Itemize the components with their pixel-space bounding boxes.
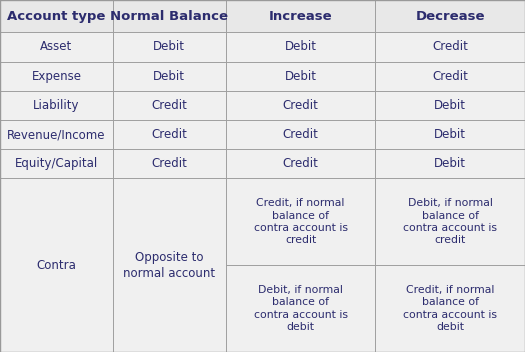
Bar bbox=[113, 32, 226, 62]
Bar bbox=[113, 62, 226, 91]
Bar bbox=[0, 0, 113, 32]
Bar bbox=[113, 91, 226, 120]
Text: Contra: Contra bbox=[37, 259, 76, 272]
Bar bbox=[0, 149, 113, 178]
Bar bbox=[226, 149, 375, 178]
Text: Credit, if normal
balance of
contra account is
credit: Credit, if normal balance of contra acco… bbox=[254, 198, 348, 245]
Bar bbox=[113, 149, 226, 178]
Text: Debit: Debit bbox=[153, 70, 185, 83]
Bar bbox=[375, 265, 525, 352]
Text: Increase: Increase bbox=[269, 10, 332, 23]
Bar bbox=[113, 0, 226, 32]
Bar bbox=[226, 0, 375, 32]
Text: Account type: Account type bbox=[7, 10, 106, 23]
Text: Credit, if normal
balance of
contra account is
debit: Credit, if normal balance of contra acco… bbox=[403, 285, 497, 332]
Text: Opposite to
normal account: Opposite to normal account bbox=[123, 251, 215, 280]
Text: Decrease: Decrease bbox=[415, 10, 485, 23]
Bar bbox=[0, 32, 113, 62]
Text: Credit: Credit bbox=[432, 70, 468, 83]
Text: Asset: Asset bbox=[40, 40, 72, 54]
Text: Credit: Credit bbox=[151, 128, 187, 141]
Bar bbox=[0, 178, 113, 352]
Bar bbox=[113, 178, 226, 352]
Bar bbox=[375, 0, 525, 32]
Bar bbox=[226, 32, 375, 62]
Text: Credit: Credit bbox=[282, 157, 319, 170]
Text: Credit: Credit bbox=[282, 128, 319, 141]
Text: Credit: Credit bbox=[151, 99, 187, 112]
Bar bbox=[226, 62, 375, 91]
Text: Credit: Credit bbox=[151, 157, 187, 170]
Text: Credit: Credit bbox=[432, 40, 468, 54]
Text: Equity/Capital: Equity/Capital bbox=[15, 157, 98, 170]
Bar bbox=[375, 178, 525, 265]
Bar bbox=[226, 91, 375, 120]
Text: Expense: Expense bbox=[32, 70, 81, 83]
Bar bbox=[226, 265, 375, 352]
Bar bbox=[226, 120, 375, 149]
Bar bbox=[113, 120, 226, 149]
Text: Liability: Liability bbox=[33, 99, 80, 112]
Text: Debit: Debit bbox=[285, 70, 317, 83]
Text: Debit, if normal
balance of
contra account is
debit: Debit, if normal balance of contra accou… bbox=[254, 285, 348, 332]
Bar bbox=[375, 62, 525, 91]
Bar bbox=[375, 91, 525, 120]
Bar bbox=[375, 120, 525, 149]
Bar bbox=[375, 149, 525, 178]
Text: Revenue/Income: Revenue/Income bbox=[7, 128, 106, 141]
Bar bbox=[0, 91, 113, 120]
Bar bbox=[0, 120, 113, 149]
Text: Debit: Debit bbox=[434, 99, 466, 112]
Bar bbox=[375, 32, 525, 62]
Text: Debit, if normal
balance of
contra account is
credit: Debit, if normal balance of contra accou… bbox=[403, 198, 497, 245]
Bar bbox=[226, 178, 375, 265]
Text: Credit: Credit bbox=[282, 99, 319, 112]
Bar bbox=[0, 62, 113, 91]
Text: Debit: Debit bbox=[285, 40, 317, 54]
Text: Debit: Debit bbox=[434, 128, 466, 141]
Text: Debit: Debit bbox=[434, 157, 466, 170]
Text: Debit: Debit bbox=[153, 40, 185, 54]
Text: Normal Balance: Normal Balance bbox=[110, 10, 228, 23]
